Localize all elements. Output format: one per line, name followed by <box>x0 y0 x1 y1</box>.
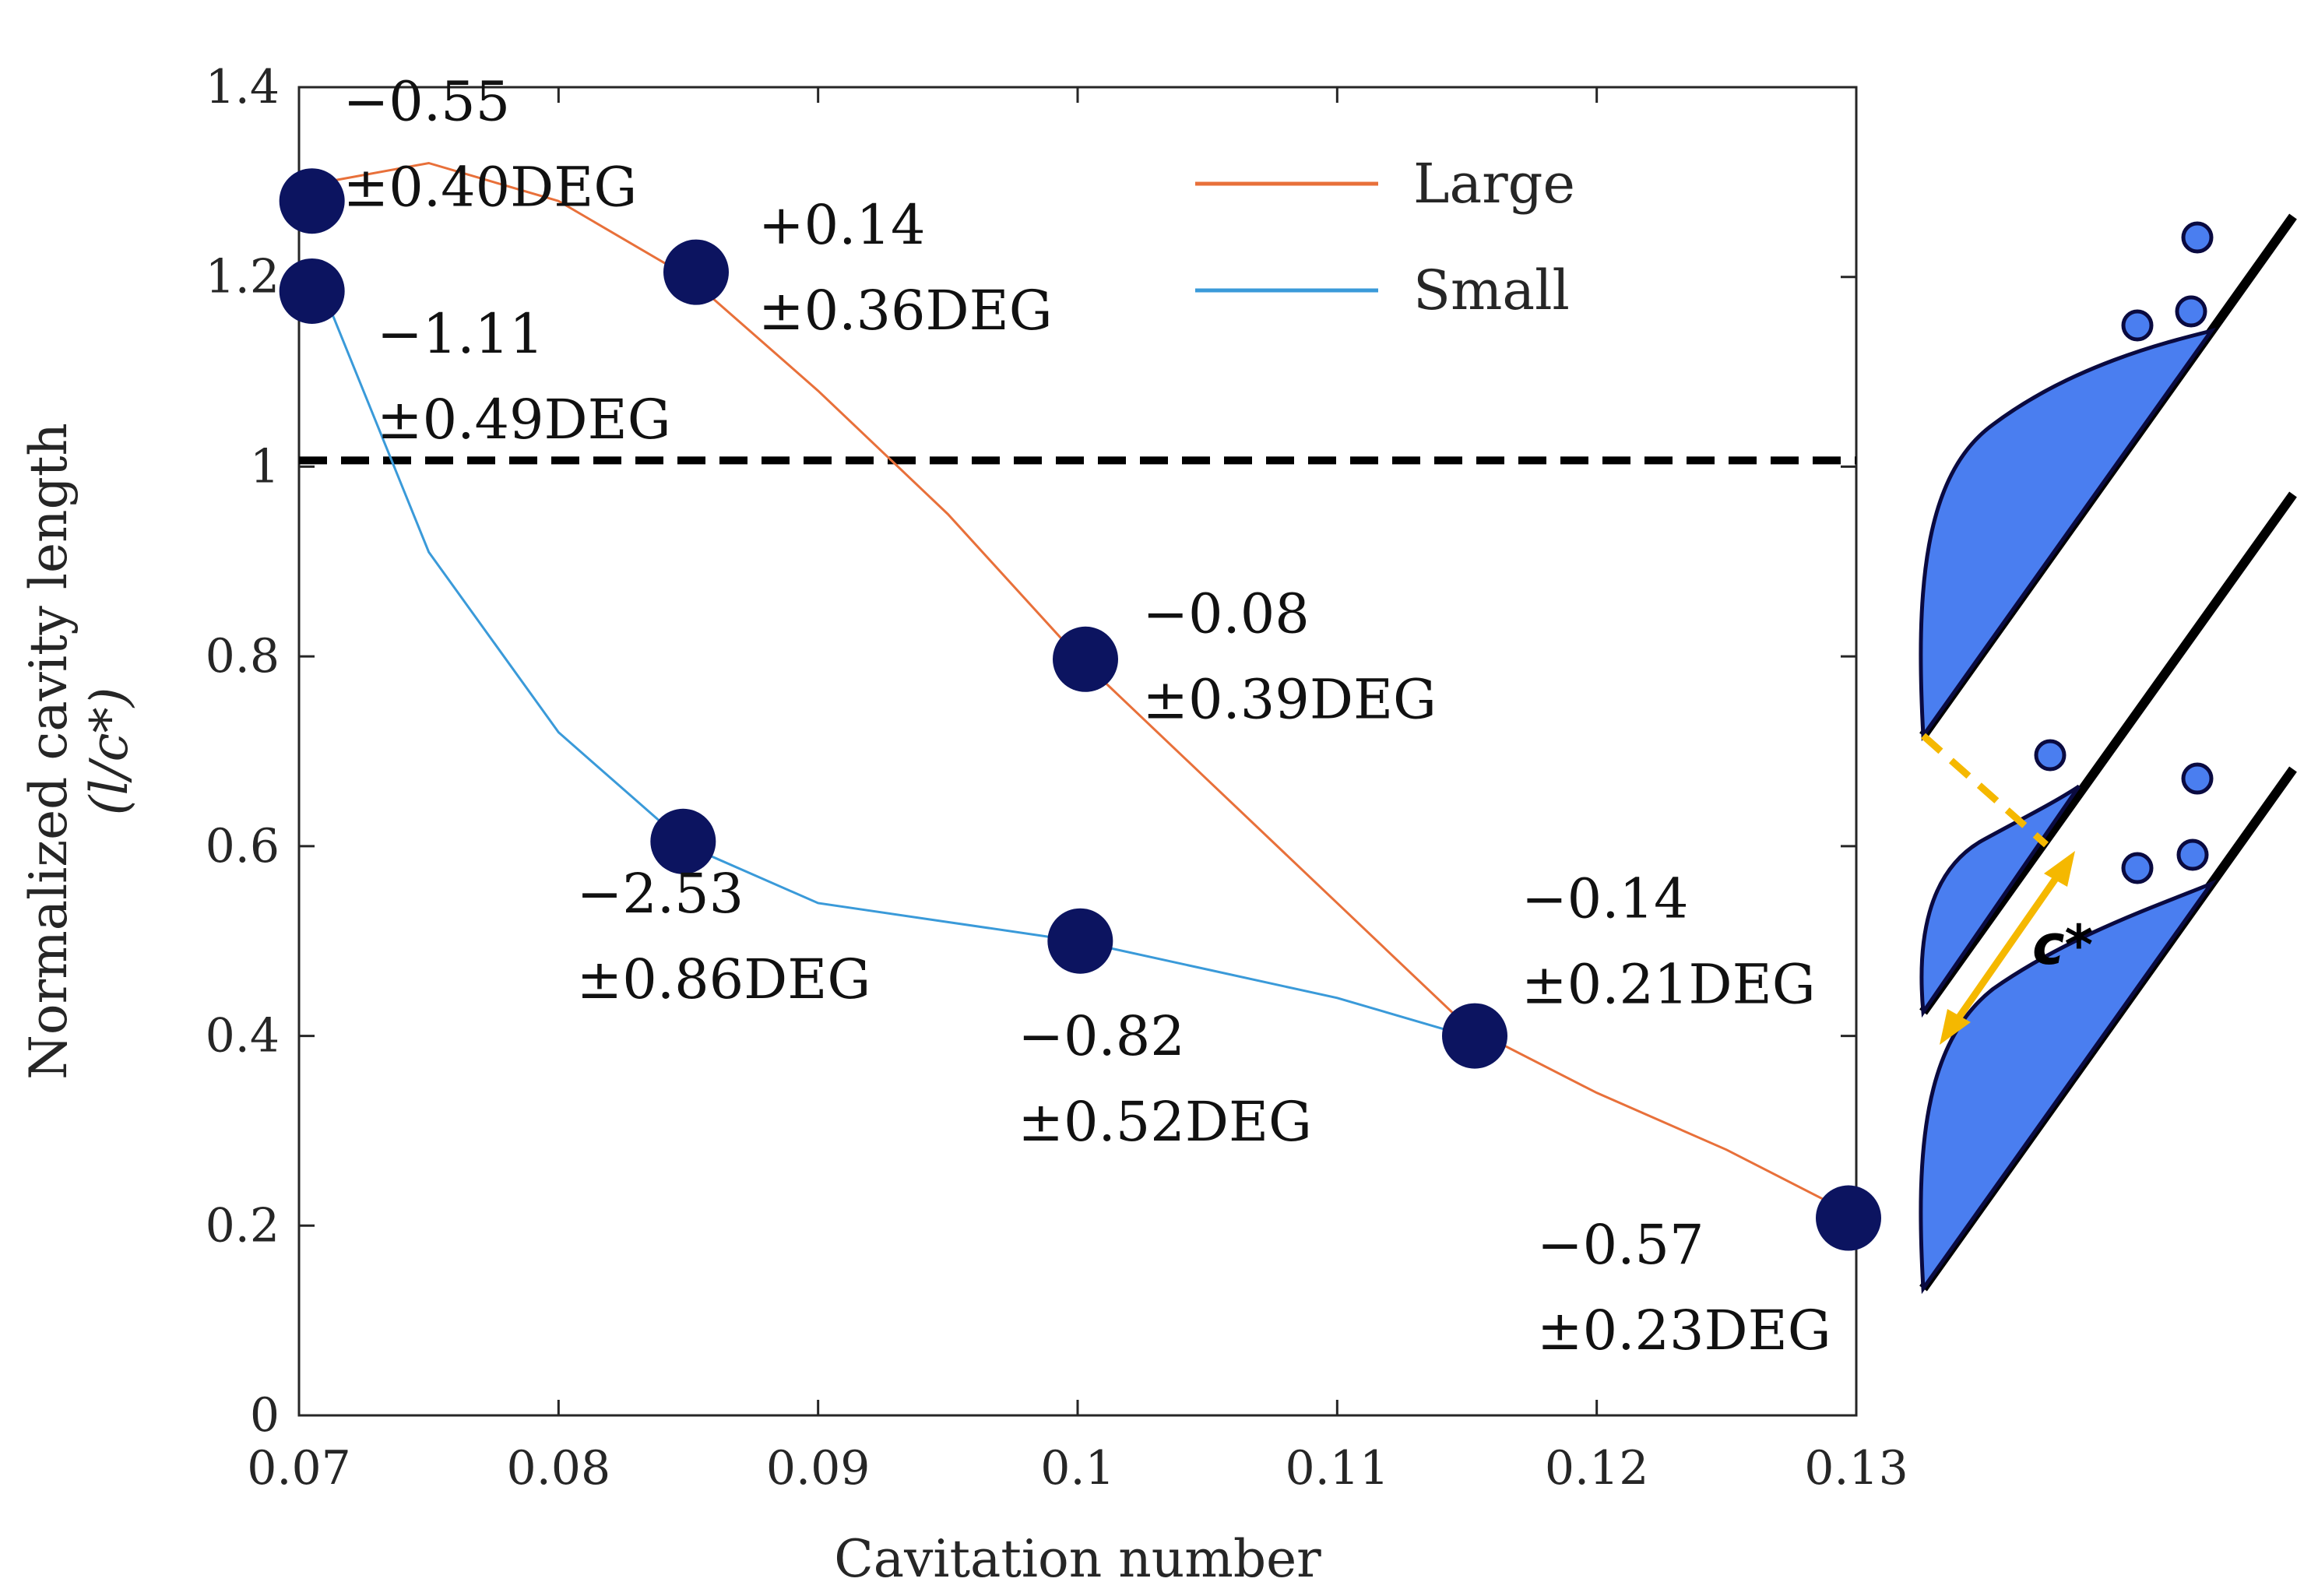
annotation-uncertainty: ±0.49DEG <box>377 388 671 452</box>
bubble <box>2175 295 2207 328</box>
annotations: −0.55±0.40DEG+0.14±0.36DEG−1.11±0.49DEG−… <box>343 70 1831 1362</box>
annotation-uncertainty: ±0.40DEG <box>343 156 638 220</box>
annotation-value: −0.55 <box>343 70 511 134</box>
x-tick-label: 0.08 <box>507 1441 611 1496</box>
y-axis-title-line1: Normalized cavity length <box>19 423 79 1080</box>
chord-arrowhead-top <box>2044 851 2075 887</box>
annotation-uncertainty: ±0.36DEG <box>758 279 1053 343</box>
series-line-small <box>323 295 1468 1038</box>
x-tick-label: 0.09 <box>766 1441 871 1496</box>
chord-arrow-shaft <box>1950 867 2065 1028</box>
annotation-value: +0.14 <box>758 193 926 257</box>
x-axis-title: Cavitation number <box>834 1529 1321 1589</box>
annotation-value: −2.53 <box>577 862 744 926</box>
legend-label-large: Large <box>1413 152 1575 216</box>
y-axis-title-line2: (l/c*) <box>79 687 139 816</box>
annotation-uncertainty: ±0.23DEG <box>1537 1299 1831 1362</box>
data-marker <box>279 168 345 234</box>
annotation-uncertainty: ±0.86DEG <box>577 947 871 1011</box>
data-marker <box>1816 1185 1881 1251</box>
y-axis-title: Normalized cavity length (l/c*) <box>19 423 139 1080</box>
annotation-value: −1.11 <box>377 302 544 366</box>
x-tick-label: 0.13 <box>1804 1441 1908 1496</box>
y-tick-label: 0.8 <box>206 629 280 684</box>
y-tick-label: 0.2 <box>206 1198 280 1253</box>
y-tick-label: 0 <box>250 1388 280 1443</box>
annotation: −0.55 ±0.40DEG <box>343 70 638 220</box>
y-tick-label: 1.4 <box>206 60 280 114</box>
bubble <box>2176 838 2209 871</box>
annotation-value: −0.08 <box>1142 582 1310 646</box>
bubble <box>2121 309 2154 342</box>
annotation-value: −0.82 <box>1018 1004 1185 1068</box>
data-marker <box>1442 1003 1507 1069</box>
cavity-schematic: c* <box>1919 213 2297 1295</box>
annotation: +0.14 ±0.36DEG <box>758 193 1053 343</box>
x-tick-label: 0.12 <box>1545 1441 1649 1496</box>
annotation: −0.08 ±0.39DEG <box>1142 582 1437 732</box>
annotation-value: −0.14 <box>1521 867 1689 930</box>
data-marker <box>1047 908 1113 974</box>
annotation: −2.53 ±0.86DEG <box>577 862 871 1011</box>
annotation-value: −0.57 <box>1537 1213 1704 1277</box>
bubble <box>2181 762 2214 795</box>
x-tick-label: 0.1 <box>1040 1441 1114 1496</box>
y-tick-label: 0.6 <box>206 819 280 874</box>
y-tick-label: 0.4 <box>206 1009 280 1063</box>
chord-arrowhead-bottom <box>1940 1009 1971 1045</box>
data-marker <box>663 239 729 305</box>
cavity-shape-bottom <box>1919 879 2218 1295</box>
data-marker <box>279 258 345 324</box>
data-markers <box>279 168 1881 1251</box>
annotation: −0.82 ±0.52DEG <box>1018 1004 1312 1154</box>
x-tick-label: 0.07 <box>247 1441 351 1496</box>
legend-label-small: Small <box>1413 258 1570 322</box>
bubble <box>2034 739 2067 772</box>
chord-dashed-line <box>1921 733 2049 848</box>
cavity-shape-top <box>1919 327 2216 742</box>
y-tick-label: 1 <box>250 439 280 494</box>
annotation: −0.14 ±0.21DEG <box>1521 867 1816 1016</box>
annotation-uncertainty: ±0.21DEG <box>1521 952 1816 1016</box>
annotation-uncertainty: ±0.52DEG <box>1018 1090 1312 1154</box>
data-marker <box>650 808 716 874</box>
bubble <box>2181 221 2214 254</box>
annotation-uncertainty: ±0.39DEG <box>1142 668 1437 732</box>
chord-label: c* <box>2032 913 2093 977</box>
x-tick-label: 0.11 <box>1286 1441 1390 1496</box>
annotation: −1.11 ±0.49DEG <box>377 302 671 452</box>
data-marker <box>1053 626 1118 692</box>
bubble <box>2121 852 2154 884</box>
y-tick-label: 1.2 <box>206 250 280 304</box>
annotation: −0.57 ±0.23DEG <box>1537 1213 1831 1362</box>
axis-ticks: 0.07 0.08 0.09 0.1 0.11 0.12 0.13 0 0.2 0.4 0.6 0.8… <box>206 60 1908 1496</box>
legend: Large Small <box>1195 152 1575 322</box>
